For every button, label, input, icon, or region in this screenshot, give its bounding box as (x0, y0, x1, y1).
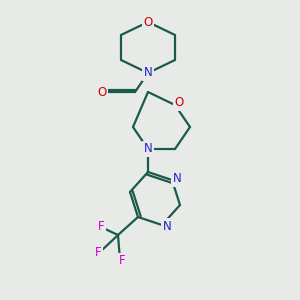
Text: N: N (144, 67, 152, 80)
Text: F: F (119, 254, 125, 268)
Text: N: N (144, 142, 152, 155)
Text: N: N (163, 220, 171, 232)
Text: O: O (143, 16, 153, 28)
Text: O: O (174, 97, 184, 110)
Text: N: N (172, 172, 182, 185)
Text: F: F (95, 245, 101, 259)
Text: F: F (98, 220, 104, 233)
Text: O: O (98, 85, 106, 98)
